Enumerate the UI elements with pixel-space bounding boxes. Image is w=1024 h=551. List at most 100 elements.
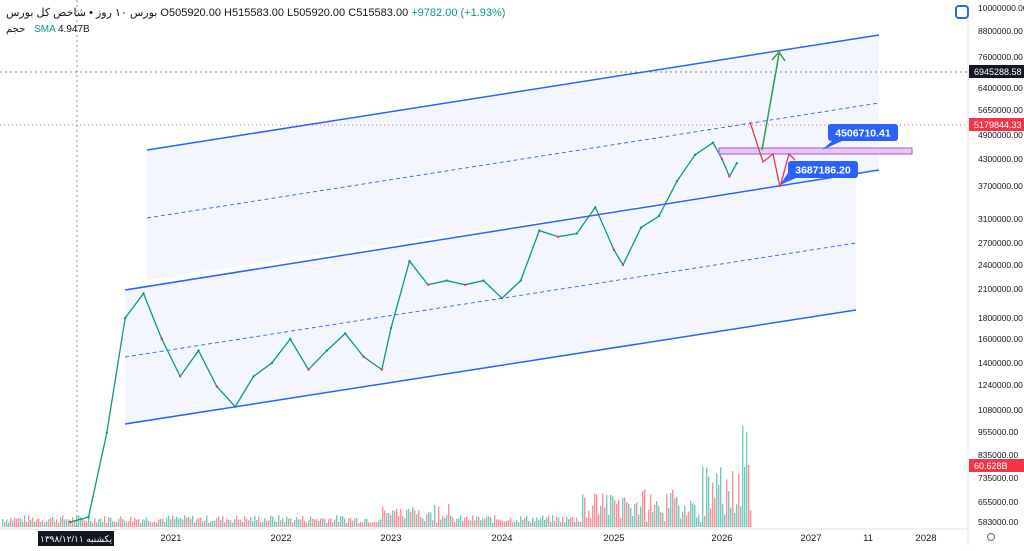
volume-bar	[208, 522, 210, 527]
price-point	[426, 283, 430, 286]
price-line	[69, 141, 738, 524]
volume-bar	[124, 520, 126, 527]
volume-bar	[206, 515, 208, 527]
volume-bar	[424, 521, 426, 527]
volume-bar	[372, 521, 374, 527]
y-tick-label: 3100000.00	[978, 214, 1023, 224]
volume-bar	[572, 517, 574, 527]
volume-bar	[364, 519, 366, 527]
volume-bar	[266, 520, 268, 527]
price-point	[69, 520, 72, 524]
volume-bar	[574, 521, 576, 527]
axis-price-label-text: 6945288.58	[974, 67, 1022, 77]
volume-bar	[494, 515, 496, 527]
volume-bar	[78, 515, 80, 527]
volume-bar	[412, 507, 414, 527]
y-tick-label: 1600000.00	[978, 334, 1023, 344]
volume-bar	[554, 520, 556, 527]
volume-bar	[552, 515, 554, 527]
open-label: O	[160, 7, 169, 19]
volume-bar	[244, 516, 246, 527]
volume-bar	[410, 512, 412, 527]
volume-bar	[236, 515, 238, 527]
volume-bar	[274, 520, 276, 527]
volume-bar	[252, 521, 254, 527]
y-tick-label: 735000.00	[978, 473, 1018, 483]
volume-bar	[710, 508, 712, 527]
volume-bar	[524, 517, 526, 527]
channel-lower-line	[124, 309, 857, 425]
volume-bar	[10, 518, 12, 527]
volume-bar	[648, 509, 650, 527]
volume-bar	[300, 519, 302, 527]
volume-bar	[176, 516, 178, 527]
volume-bar	[654, 504, 656, 527]
volume-bar	[98, 519, 100, 527]
axis-price-label-text: 60.628B	[974, 461, 1008, 471]
volume-bar	[700, 522, 702, 527]
close-label: C	[348, 7, 357, 19]
volume-bar	[322, 518, 324, 527]
volume-bar	[566, 516, 568, 527]
sma-label: SMA	[34, 24, 56, 35]
volume-bar	[456, 518, 458, 527]
volume-bar	[342, 516, 344, 527]
volume-bar	[414, 510, 416, 527]
volume-bar	[40, 521, 42, 527]
volume-bar	[550, 522, 552, 527]
volume-bar	[144, 520, 146, 527]
volume-bar	[506, 520, 508, 527]
volume-bar	[598, 514, 600, 527]
volume-bar	[72, 517, 74, 527]
volume-bar	[548, 515, 550, 527]
volume-bar	[618, 500, 620, 527]
screenshot-icon[interactable]	[955, 5, 969, 19]
price-point	[482, 279, 485, 282]
volume-bar	[226, 519, 228, 527]
volume-bar	[646, 521, 648, 527]
y-tick-label: 6400000.00	[978, 83, 1023, 93]
y-tick-label: 583000.00	[978, 517, 1018, 527]
volume-bar	[504, 521, 506, 527]
volume-bar	[510, 517, 512, 527]
volume-bar	[180, 517, 182, 527]
y-tick-label: 955000.00	[978, 427, 1018, 437]
volume-bar	[622, 498, 624, 527]
volume-bar	[136, 519, 138, 527]
volume-bar	[716, 473, 718, 527]
volume-bar	[156, 522, 158, 527]
volume-bar	[22, 521, 24, 527]
volume-bar	[230, 520, 232, 527]
x-tick-label: 11	[863, 533, 873, 544]
volume-bar	[462, 521, 464, 527]
volume-bar	[644, 489, 646, 527]
volume-bar	[134, 518, 136, 527]
volume-bar	[122, 519, 124, 527]
volume-bar	[432, 520, 434, 527]
volume-bar	[448, 504, 450, 527]
y-tick-label: 655000.00	[978, 497, 1018, 507]
volume-bar	[378, 520, 380, 527]
price-point	[675, 180, 679, 183]
volume-bar	[328, 519, 330, 527]
volume-bar	[444, 517, 446, 527]
volume-bar	[250, 517, 252, 527]
axis-price-label-text: 5179844.33	[974, 120, 1022, 130]
price-point	[519, 279, 522, 282]
volume-bar	[526, 515, 528, 527]
x-tick-label: 2023	[380, 533, 401, 544]
x-tick-label: 2024	[491, 533, 512, 544]
projection-up-arrow	[761, 53, 780, 151]
volume-bar	[596, 494, 598, 527]
volume-bar	[6, 519, 8, 527]
price-point	[728, 175, 731, 178]
volume-bar	[466, 516, 468, 527]
volume-bar	[318, 521, 320, 527]
channel-fills	[125, 35, 879, 424]
annotation-support-text: 3687186.20	[795, 165, 851, 177]
volume-bar	[498, 519, 500, 527]
volume-bar	[634, 504, 636, 527]
